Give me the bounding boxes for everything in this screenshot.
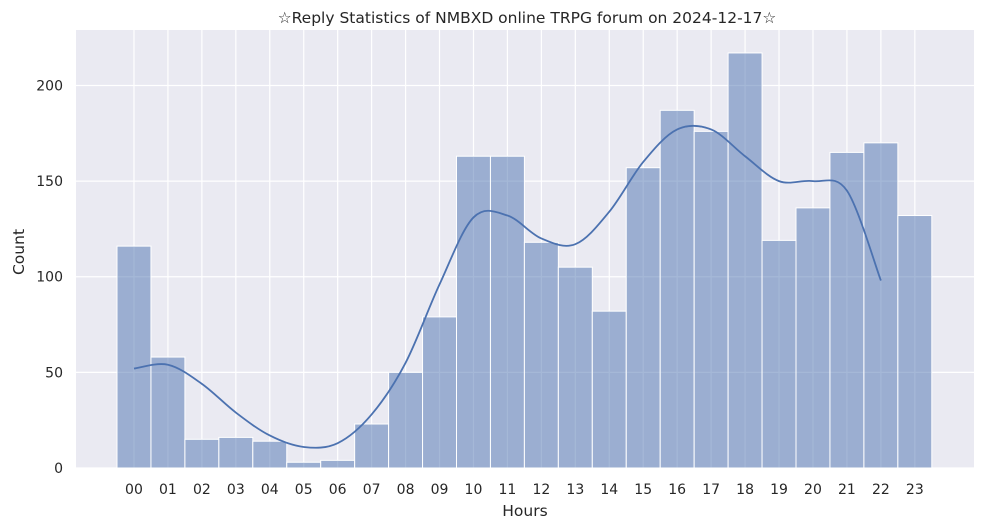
bar-08 bbox=[388, 371, 424, 469]
x-tick-19: 19 bbox=[770, 482, 788, 498]
x-tick-04: 04 bbox=[261, 482, 279, 498]
chart-title: ☆Reply Statistics of NMBXD online TRPG f… bbox=[278, 9, 777, 27]
x-axis-label: Hours bbox=[502, 502, 547, 520]
x-tick-22: 22 bbox=[872, 482, 890, 498]
bar-11 bbox=[489, 155, 525, 469]
bar-00 bbox=[116, 245, 152, 469]
bar-09 bbox=[422, 316, 457, 469]
x-tick-07: 07 bbox=[363, 482, 381, 498]
bar-03 bbox=[218, 436, 254, 469]
x-tick-18: 18 bbox=[736, 482, 754, 498]
x-tick-14: 14 bbox=[600, 482, 618, 498]
x-tick-13: 13 bbox=[566, 482, 584, 498]
x-tick-16: 16 bbox=[668, 482, 686, 498]
bar-22 bbox=[863, 142, 899, 469]
bar-12 bbox=[523, 241, 559, 469]
bar-04 bbox=[252, 440, 288, 469]
x-tick-10: 10 bbox=[465, 482, 483, 498]
bar-16 bbox=[659, 109, 695, 469]
y-tick-labels: 0 50 100 150 200 bbox=[36, 78, 63, 477]
y-axis-label: Count bbox=[10, 229, 28, 275]
bar-14 bbox=[591, 310, 627, 469]
bar-18 bbox=[727, 52, 763, 469]
bar-02 bbox=[184, 438, 220, 469]
x-tick-labels: 00 01 02 03 04 05 06 07 08 09 10 11 12 13 14 15 16 17 18 19… bbox=[125, 482, 924, 498]
x-tick-21: 21 bbox=[838, 482, 856, 498]
bar-21 bbox=[829, 151, 865, 469]
x-tick-20: 20 bbox=[804, 482, 822, 498]
bar-07 bbox=[354, 423, 390, 469]
y-tick-0: 0 bbox=[54, 461, 63, 477]
y-tick-100: 100 bbox=[36, 270, 63, 286]
bar-01 bbox=[150, 356, 186, 469]
x-tick-23: 23 bbox=[906, 482, 924, 498]
bar-23 bbox=[897, 215, 933, 469]
x-tick-15: 15 bbox=[634, 482, 652, 498]
x-tick-06: 06 bbox=[329, 482, 347, 498]
x-tick-03: 03 bbox=[227, 482, 245, 498]
kde-curve bbox=[133, 124, 882, 449]
x-tick-02: 02 bbox=[193, 482, 211, 498]
bar-15 bbox=[625, 167, 661, 469]
x-tick-12: 12 bbox=[532, 482, 550, 498]
bar-13 bbox=[557, 266, 593, 469]
bar-19 bbox=[761, 239, 797, 469]
bars bbox=[116, 52, 933, 469]
bar-20 bbox=[795, 207, 831, 469]
x-tick-09: 09 bbox=[431, 482, 449, 498]
bar-17 bbox=[693, 130, 729, 469]
bar-10 bbox=[456, 155, 491, 469]
x-tick-05: 05 bbox=[295, 482, 313, 498]
x-tick-11: 11 bbox=[499, 482, 517, 498]
y-tick-50: 50 bbox=[45, 365, 63, 381]
y-tick-150: 150 bbox=[36, 174, 63, 190]
bar-06 bbox=[320, 459, 356, 469]
x-tick-01: 01 bbox=[159, 482, 177, 498]
bar-05 bbox=[286, 461, 322, 469]
x-tick-00: 00 bbox=[125, 482, 143, 498]
x-tick-08: 08 bbox=[397, 482, 415, 498]
x-tick-17: 17 bbox=[702, 482, 720, 498]
y-tick-200: 200 bbox=[36, 78, 63, 94]
